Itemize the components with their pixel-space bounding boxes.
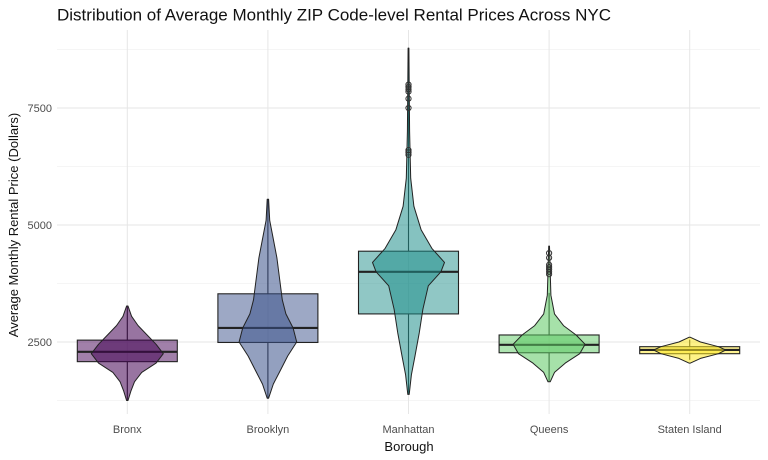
x-tick-label: Staten Island xyxy=(658,424,722,436)
y-tick-label: 7500 xyxy=(28,103,52,115)
y-tick-label: 5000 xyxy=(28,220,52,232)
x-axis-title: Borough xyxy=(384,439,433,454)
outlier-point xyxy=(405,88,412,95)
x-ticks: Bronx Brooklyn Manhattan Queens Staten Islan… xyxy=(113,424,722,436)
outlier-point xyxy=(546,268,553,275)
violin-0 xyxy=(90,305,164,401)
chart-title: Distribution of Average Monthly ZIP Code… xyxy=(57,6,611,25)
outlier-point xyxy=(405,83,412,91)
violins xyxy=(90,47,727,401)
outlier-point xyxy=(546,266,553,273)
violin-1 xyxy=(238,198,298,399)
x-tick-label: Manhattan xyxy=(383,424,435,436)
outlier-point xyxy=(546,249,553,257)
outlier-point xyxy=(405,104,412,112)
outlier-point xyxy=(405,81,412,88)
outlier-point xyxy=(546,254,553,261)
outlier-point xyxy=(405,147,412,154)
violin-3 xyxy=(512,245,586,383)
outliers xyxy=(405,81,553,278)
y-axis-title: Average Monthly Rental Price (Dollars) xyxy=(6,113,21,337)
outlier-point xyxy=(405,149,412,156)
outlier-point xyxy=(405,151,412,158)
outlier-point xyxy=(546,264,553,271)
x-tick-label: Brooklyn xyxy=(247,424,290,436)
violin-4 xyxy=(653,336,727,364)
y-ticks: 2500 5000 7500 xyxy=(28,103,52,349)
x-tick-label: Queens xyxy=(530,424,569,436)
outlier-point xyxy=(405,95,412,102)
x-tick-label: Bronx xyxy=(113,424,142,436)
outlier-point xyxy=(546,261,553,268)
outlier-point xyxy=(546,271,553,278)
violin-2 xyxy=(372,47,445,395)
outlier-point xyxy=(405,86,412,93)
y-tick-label: 2500 xyxy=(28,337,52,349)
